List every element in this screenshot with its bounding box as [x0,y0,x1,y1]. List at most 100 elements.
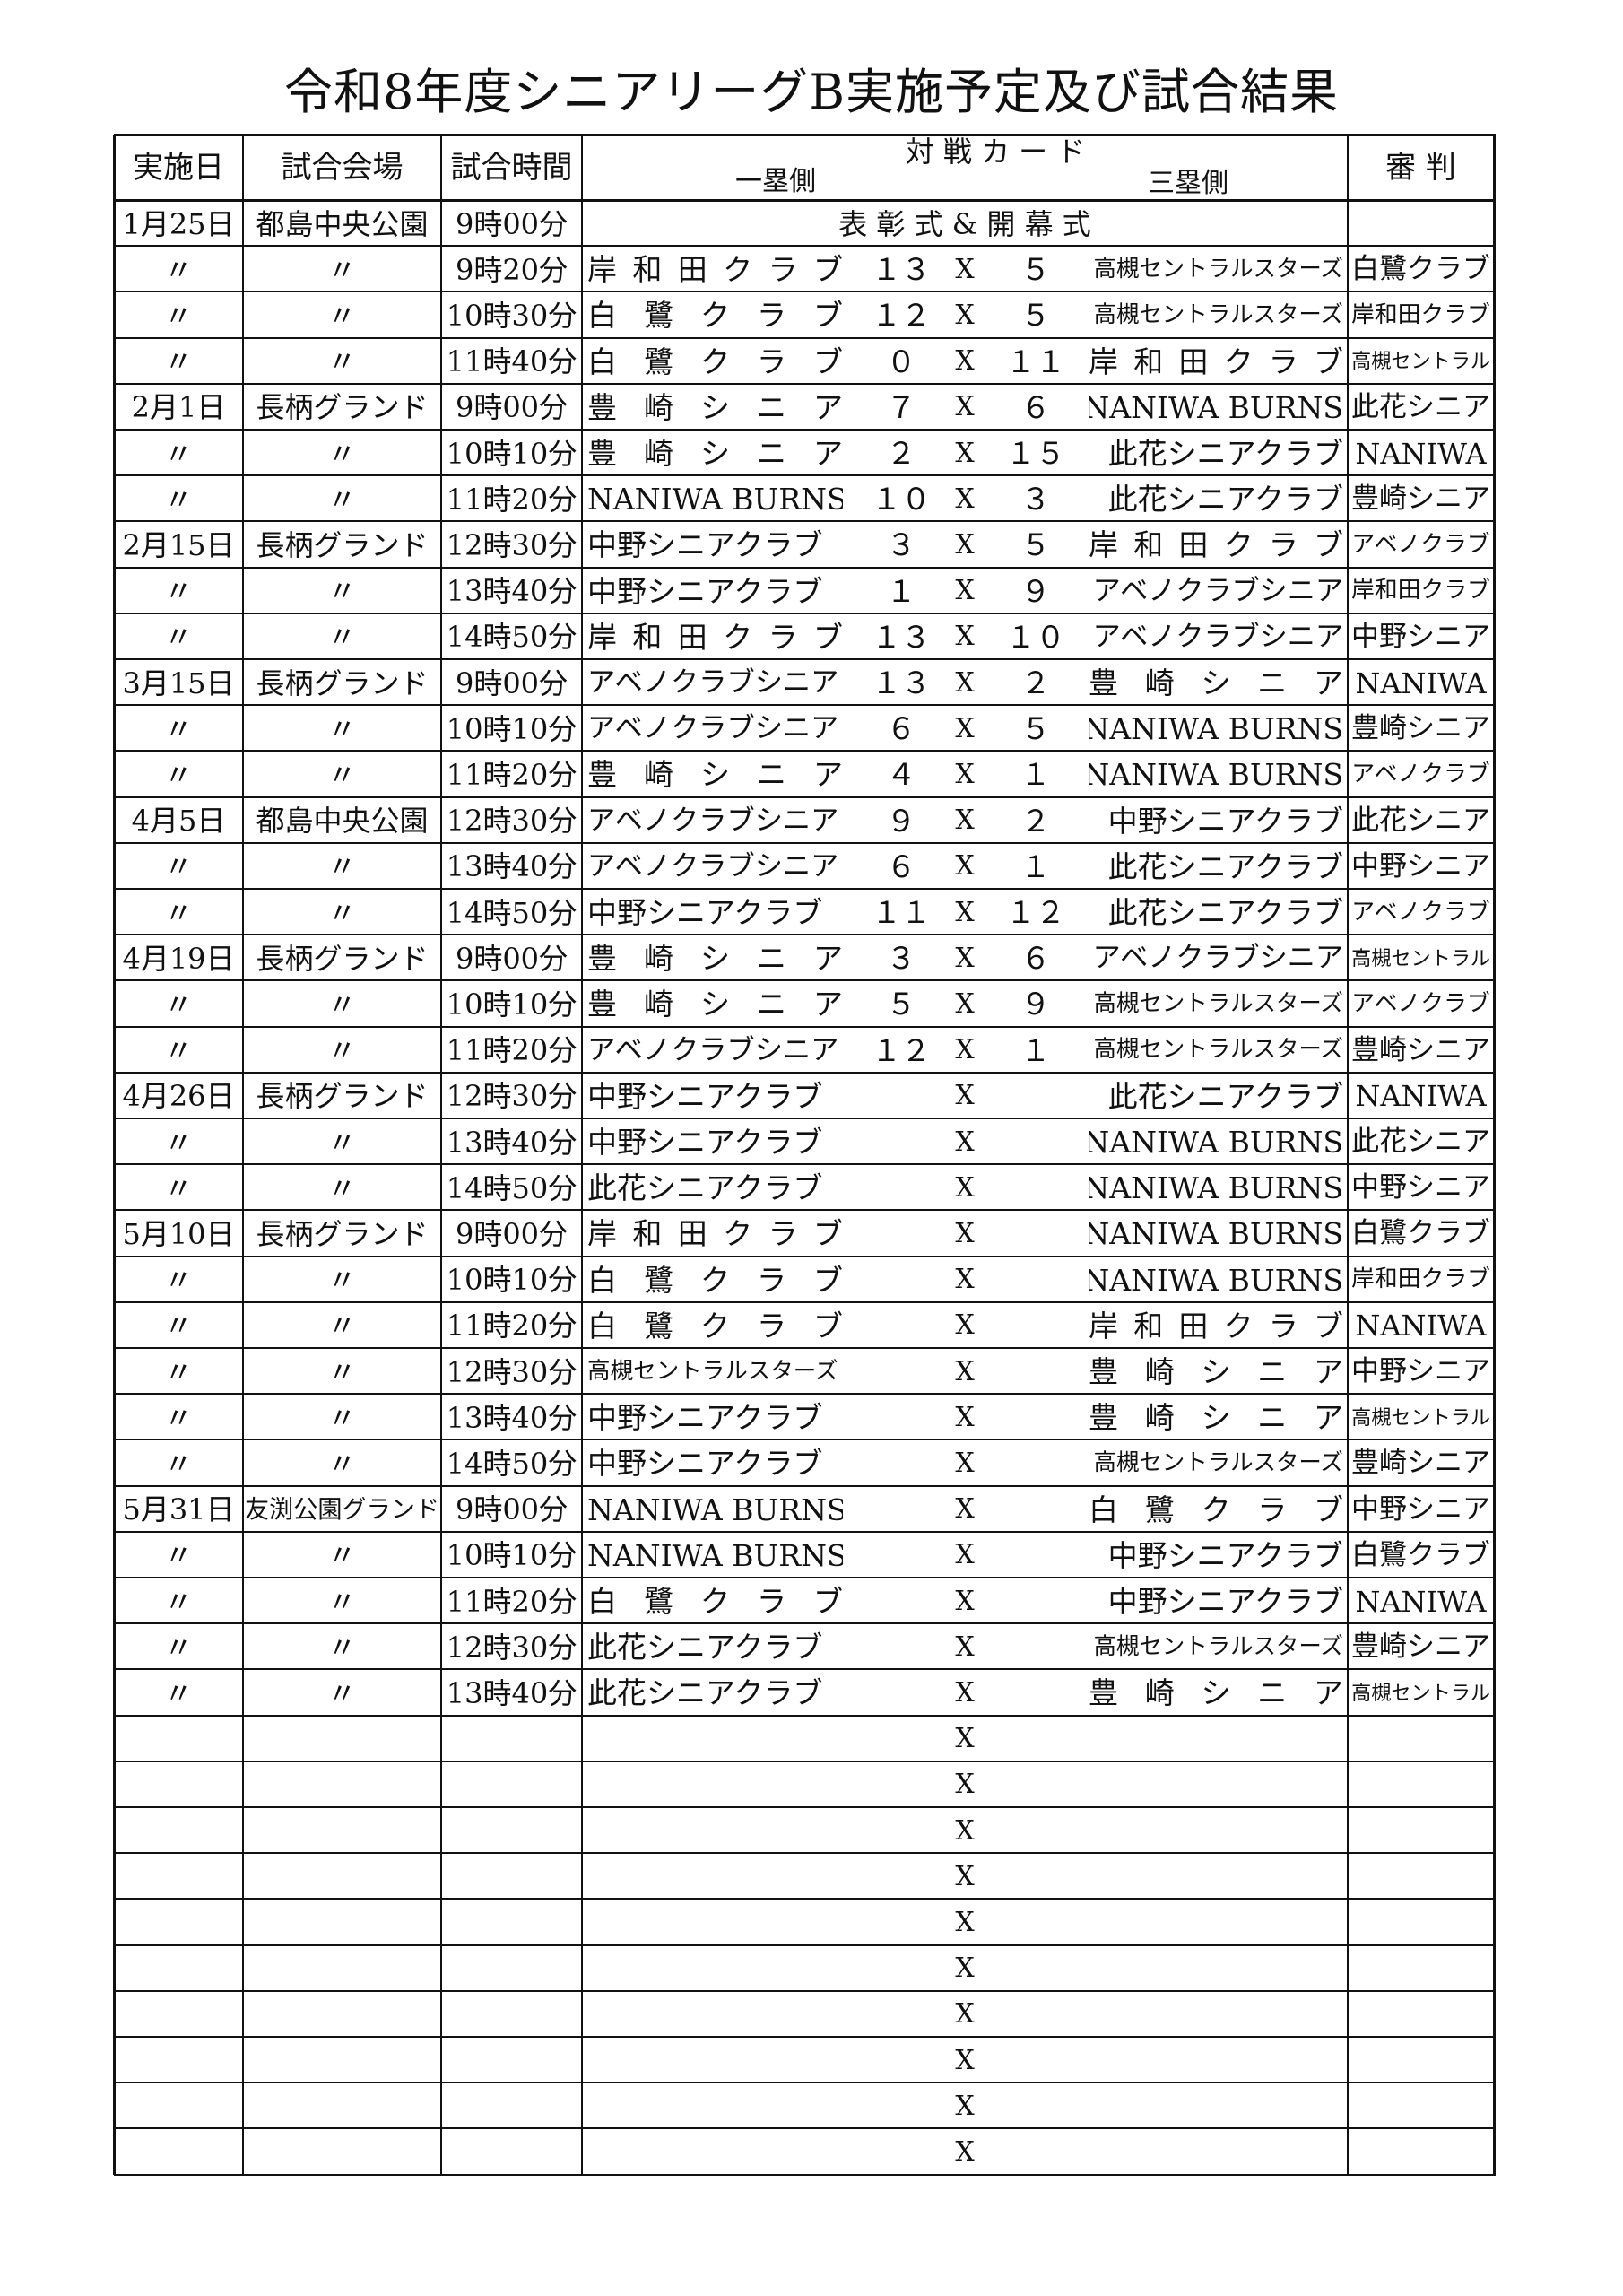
away-team: 此花シニアクラブ [1107,1078,1343,1114]
umpire-cell: 中野シニア [1351,849,1490,883]
time-cell: 9時00分 [455,206,568,241]
away-team: アベノクラブシニア [1092,942,1343,975]
away-team: 此花シニアクラブ [1107,848,1343,884]
rule [114,1760,1496,1762]
umpire-cell: 中野シニア [1351,620,1490,653]
date-cell: 〃 [163,1033,193,1068]
rule [114,1530,1496,1533]
rule [1493,135,1496,2175]
umpire-cell: NANIWA [1355,436,1487,471]
versus: X [955,1217,975,1249]
time-cell: 12時30分 [446,1630,577,1665]
date-cell: 〃 [163,849,193,884]
time-cell: 12時30分 [446,527,577,562]
time-cell: 11時20分 [446,1033,577,1068]
rule [1347,135,1349,2175]
umpire-cell: アベノクラブ [1351,531,1490,559]
umpire-cell: アベノクラブ [1351,761,1490,788]
date-cell: 2月15日 [122,527,235,562]
time-cell: 12時30分 [446,1354,577,1389]
away-team: 中野シニアクラブ [1107,803,1343,839]
versus: X [955,850,975,883]
home-team: 此花シニアクラブ [587,1675,823,1711]
home-score: １１ [872,895,931,931]
header-cell: 一塁側 [735,167,816,197]
venue-cell: 長柄グランド [256,941,429,976]
versus: X [955,1126,975,1158]
away-team: 此花シニアクラブ [1107,482,1343,517]
away-score: １１ [1006,344,1065,379]
versus: X [955,437,975,469]
event-cell: 表 彰 式 & 開 幕 式 [838,206,1091,241]
time-cell: 14時50分 [446,895,577,930]
time-cell: 11時20分 [446,1584,577,1619]
date-cell: 〃 [163,1170,193,1205]
away-score: １２ [1006,895,1065,931]
date-cell: 〃 [163,1354,193,1389]
rule [114,1622,1496,1625]
venue-cell: 〃 [327,1446,357,1481]
header-cell: 試合会場 [281,149,404,186]
venue-cell: 長柄グランド [256,1079,429,1114]
header-cell: 三塁側 [1148,169,1228,199]
away-score: １０ [1006,619,1065,655]
away-score: ５ [1020,527,1051,563]
versus: X [955,1309,975,1342]
umpire-cell: 岸和田クラブ [1351,1265,1490,1293]
rule [114,429,1496,430]
away-score: １５ [1006,436,1065,472]
away-team: アベノクラブシニア [1092,574,1343,607]
rule [114,382,1496,385]
umpire-cell: NANIWA [1355,1079,1487,1114]
venue-cell: 長柄グランド [256,527,429,562]
home-team: 豊崎シニア [587,987,843,1022]
away-team: NANIWA BURNS [1089,1262,1343,1298]
venue-cell: 〃 [327,620,357,655]
home-team: アベノクラブシニア [587,1033,839,1066]
rule [114,658,1496,660]
home-score: １３ [872,665,931,701]
away-team: 高槻セントラルスターズ [1093,301,1343,329]
date-cell: 4月26日 [122,1079,235,1114]
rule [114,1071,1496,1074]
date-cell: 〃 [163,1630,193,1665]
time-cell: 14時50分 [446,620,577,655]
rule [114,841,1496,844]
time-cell: 9時00分 [455,941,568,976]
venue-cell: 都島中央公園 [256,804,429,839]
date-cell: 2月1日 [131,390,226,425]
venue-cell: 〃 [327,1033,357,1068]
versus: X [955,1401,975,1433]
time-cell: 10時10分 [446,1538,577,1573]
rule [114,612,1496,614]
rule [113,135,116,2175]
versus: X [955,1171,975,1204]
date-cell: 5月31日 [122,1492,235,1527]
home-score: ３ [886,527,916,563]
home-team: 中野シニアクラブ [587,1446,823,1482]
time-cell: 9時00分 [455,390,568,425]
rule [114,1025,1496,1028]
home-team: NANIWA BURNS [587,482,843,517]
away-team: 豊崎シニア [1089,665,1343,701]
away-team: NANIWA BURNS [1089,389,1343,425]
venue-cell: 〃 [327,1354,357,1389]
home-score: １ [886,573,916,609]
time-cell: 14時50分 [446,1170,577,1205]
date-cell: 3月15日 [122,665,235,700]
venue-cell: 〃 [327,711,357,746]
away-team: 白鷺クラブ [1089,1492,1343,1527]
umpire-cell: 中野シニア [1351,1355,1490,1388]
home-score: １２ [872,1032,931,1068]
versus: X [955,712,975,744]
rule [114,2036,1496,2038]
umpire-cell: 中野シニア [1351,1171,1490,1205]
away-team: NANIWA BURNS [1089,1216,1343,1252]
date-cell: 〃 [163,1125,193,1160]
venue-cell: 〃 [327,849,357,884]
time-cell: 12時30分 [446,1079,577,1114]
venue-cell: 長柄グランド [256,665,429,700]
rule [114,888,1496,890]
versus: X [955,2044,975,2076]
